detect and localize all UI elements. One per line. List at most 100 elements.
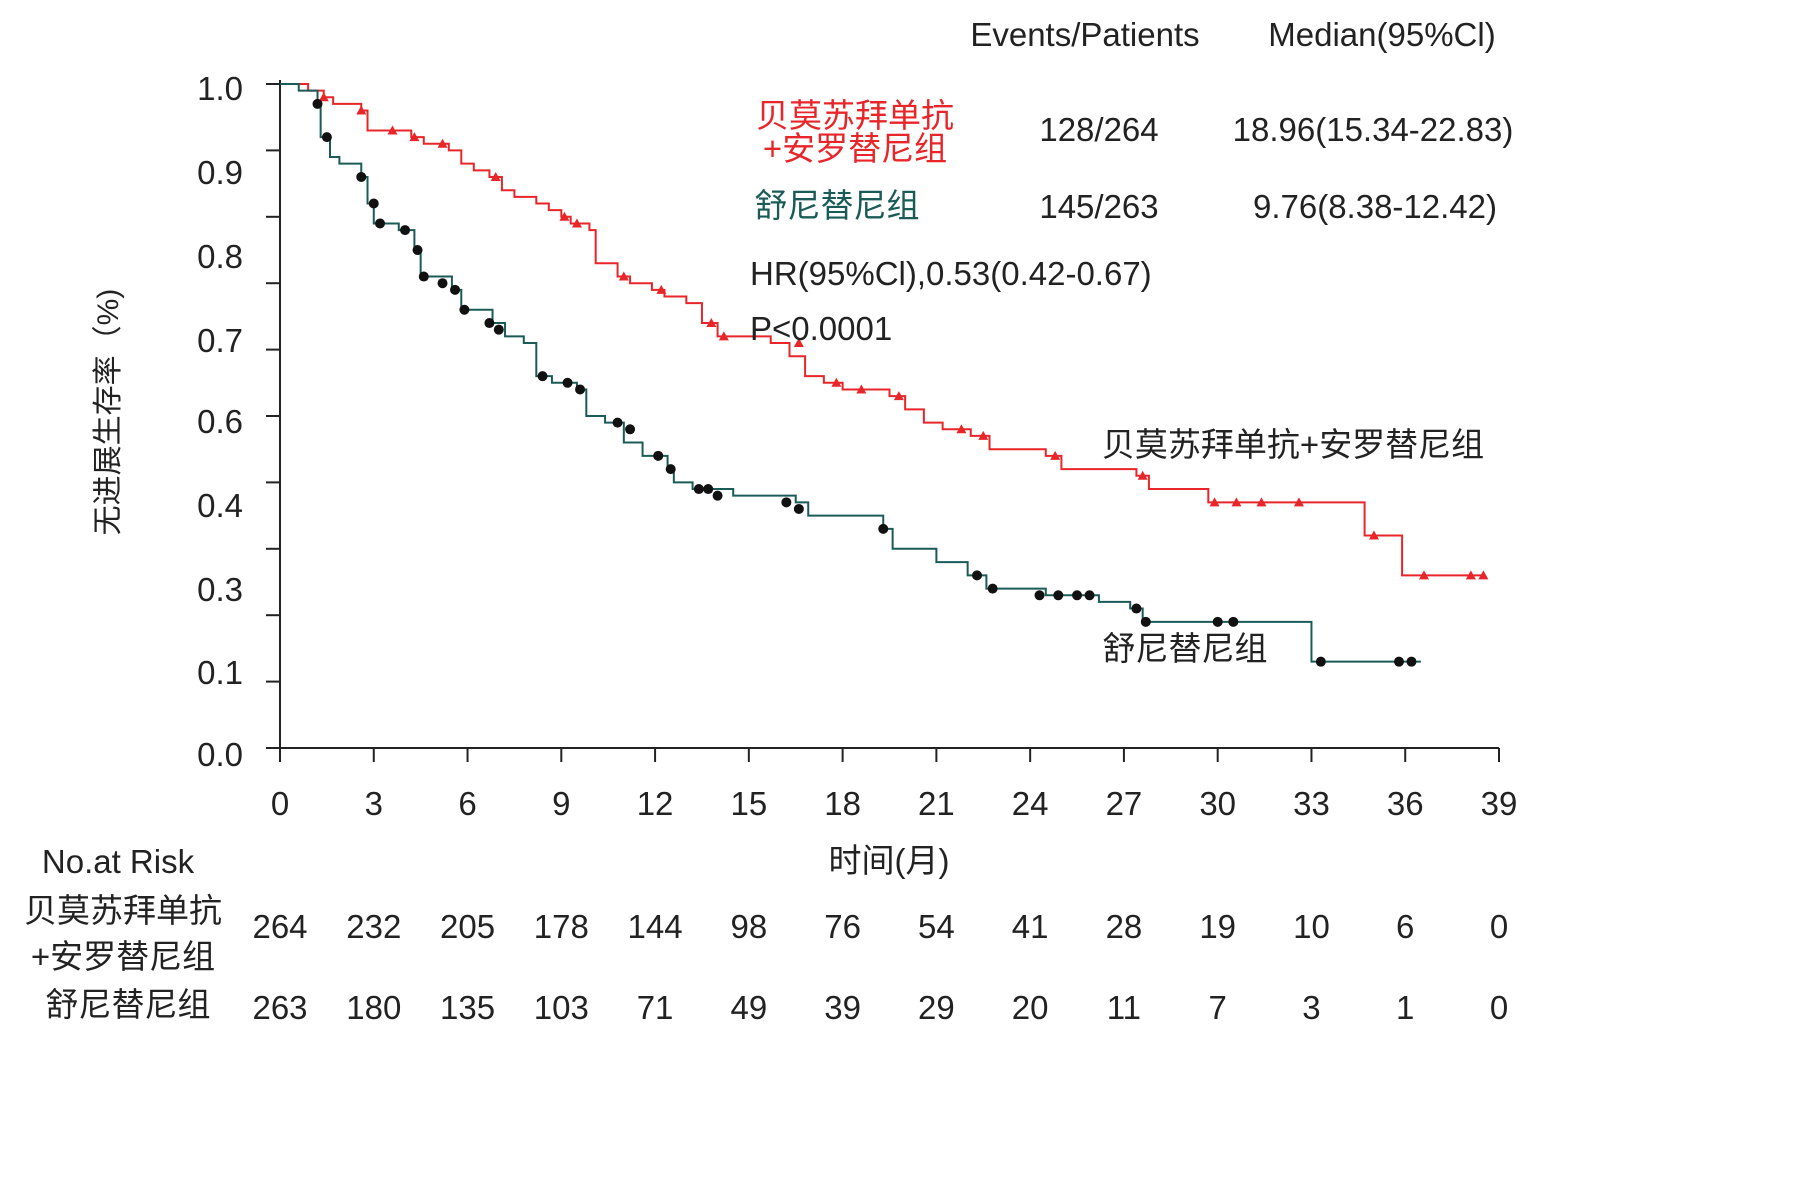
censor-mark-2 (712, 490, 723, 501)
legend-row-1-name-line1: 贝莫苏拜单抗 (756, 97, 954, 134)
risk-table: No.at Risk 贝莫苏拜单抗 +安罗替尼组 舒尼替尼组 264 232 205… (24, 843, 1508, 1026)
censor-mark-1 (831, 377, 842, 387)
censor-mark-1 (893, 391, 904, 401)
censor-mark-1 (856, 384, 867, 394)
km-chart: 0.00.10.30.40.60.70.80.91.00 3 6 9 12 15 18 21 2… (24, 16, 1517, 1026)
legend-row-1-name-line2: +安罗替尼组 (763, 130, 947, 167)
risk-value: 1 (1396, 989, 1414, 1026)
risk-value: 0 (1490, 908, 1508, 945)
censor-mark-1 (356, 105, 367, 115)
risk-value: 103 (534, 989, 589, 1026)
censor-mark-1 (618, 271, 629, 281)
censor-mark-2 (1315, 656, 1326, 667)
risk-value: 144 (628, 908, 683, 945)
censor-mark-2 (665, 464, 676, 475)
y-tick-label: 0.7 (197, 322, 243, 359)
censor-mark-1 (1478, 570, 1489, 580)
censor-mark-1 (1050, 450, 1061, 460)
censor-mark-2 (493, 324, 504, 335)
censor-mark-2 (368, 198, 379, 209)
censor-mark-2 (693, 484, 704, 495)
risk-value: 180 (346, 989, 401, 1026)
x-tick-label: 6 (458, 785, 476, 822)
censor-mark-1 (1465, 570, 1476, 580)
x-tick-label: 18 (824, 785, 861, 822)
censor-mark-1 (978, 430, 989, 440)
censor-mark-2 (1072, 590, 1083, 601)
series-label-red: 贝莫苏拜单抗+安罗替尼组 (1102, 426, 1484, 463)
x-tick-label: 30 (1199, 785, 1236, 822)
legend-col-header-events: Events/Patients (970, 16, 1199, 53)
risk-value: 41 (1012, 908, 1049, 945)
risk-value: 20 (1012, 989, 1049, 1026)
risk-value: 19 (1199, 908, 1236, 945)
risk-value: 6 (1396, 908, 1414, 945)
risk-value: 135 (440, 989, 495, 1026)
censor-mark-2 (375, 218, 386, 229)
risk-value: 11 (1107, 989, 1141, 1026)
censor-mark-1 (1231, 497, 1242, 507)
risk-value: 28 (1106, 908, 1143, 945)
censor-mark-2 (418, 271, 429, 282)
censor-mark-1 (718, 331, 729, 341)
risk-value: 71 (637, 989, 674, 1026)
x-tick-label: 12 (637, 785, 674, 822)
censor-mark-2 (1140, 616, 1151, 627)
y-tick-label: 0.3 (197, 571, 243, 608)
axes: 0.00.10.30.40.60.70.80.91.00 3 6 9 12 15 18 21 2… (197, 70, 1517, 822)
censor-mark-1 (706, 318, 717, 328)
hazard-ratio: HR(95%Cl),0.53(0.42-0.67) (750, 255, 1152, 292)
censor-mark-1 (1137, 470, 1148, 480)
censor-mark-2 (1212, 616, 1223, 627)
censor-mark-2 (1131, 603, 1142, 614)
series-line-2 (280, 83, 1421, 663)
risk-value: 264 (252, 908, 307, 945)
censor-mark-2 (459, 304, 470, 315)
x-tick-label: 36 (1387, 785, 1424, 822)
risk-value: 54 (918, 908, 955, 945)
x-tick-label: 33 (1293, 785, 1330, 822)
censor-mark-2 (1034, 590, 1045, 601)
risk-value: 3 (1302, 989, 1320, 1026)
censor-mark-2 (562, 377, 573, 388)
y-tick-label: 0.8 (197, 238, 243, 275)
risk-value: 205 (440, 908, 495, 945)
censor-mark-2 (987, 583, 998, 594)
risk-value: 98 (730, 908, 767, 945)
censor-mark-2 (437, 278, 448, 289)
x-tick-label: 27 (1106, 785, 1143, 822)
legend-row-2-name: 舒尼替尼组 (755, 187, 920, 224)
legend-row-2-events: 145/263 (1039, 188, 1158, 225)
risk-table-title: No.at Risk (42, 843, 195, 880)
risk-row-2-label: 舒尼替尼组 (46, 986, 211, 1023)
risk-row-1-label-line1: 贝莫苏拜单抗 (24, 892, 222, 929)
risk-value: 7 (1209, 989, 1227, 1026)
legend-row-2-median: 9.76(8.38-12.42) (1253, 188, 1497, 225)
censor-mark-2 (625, 424, 636, 435)
censor-mark-2 (781, 497, 792, 508)
x-tick-label: 39 (1481, 785, 1518, 822)
censor-mark-1 (318, 92, 329, 102)
censor-mark-2 (537, 371, 548, 382)
risk-row-1-label-line2: +安罗替尼组 (31, 938, 215, 975)
y-tick-label: 0.1 (197, 654, 243, 691)
x-tick-label: 9 (552, 785, 570, 822)
x-tick-label: 0 (271, 785, 289, 822)
censor-mark-1 (387, 125, 398, 135)
censor-mark-1 (1293, 497, 1304, 507)
series-label-green: 舒尼替尼组 (1103, 630, 1268, 667)
x-tick-label: 24 (1012, 785, 1049, 822)
y-tick-label: 0.9 (197, 154, 243, 191)
risk-value: 232 (346, 908, 401, 945)
censor-mark-1 (490, 171, 501, 181)
censor-mark-2 (575, 384, 586, 395)
legend-block: Events/Patients Median(95%Cl) 贝莫苏拜单抗 +安罗… (750, 16, 1513, 347)
censor-mark-1 (793, 337, 804, 347)
censor-mark-2 (1228, 616, 1239, 627)
y-tick-label: 0.4 (197, 487, 243, 524)
censor-mark-1 (656, 284, 667, 294)
risk-value: 0 (1490, 989, 1508, 1026)
censor-mark-1 (956, 424, 967, 434)
censor-mark-1 (1368, 530, 1379, 540)
